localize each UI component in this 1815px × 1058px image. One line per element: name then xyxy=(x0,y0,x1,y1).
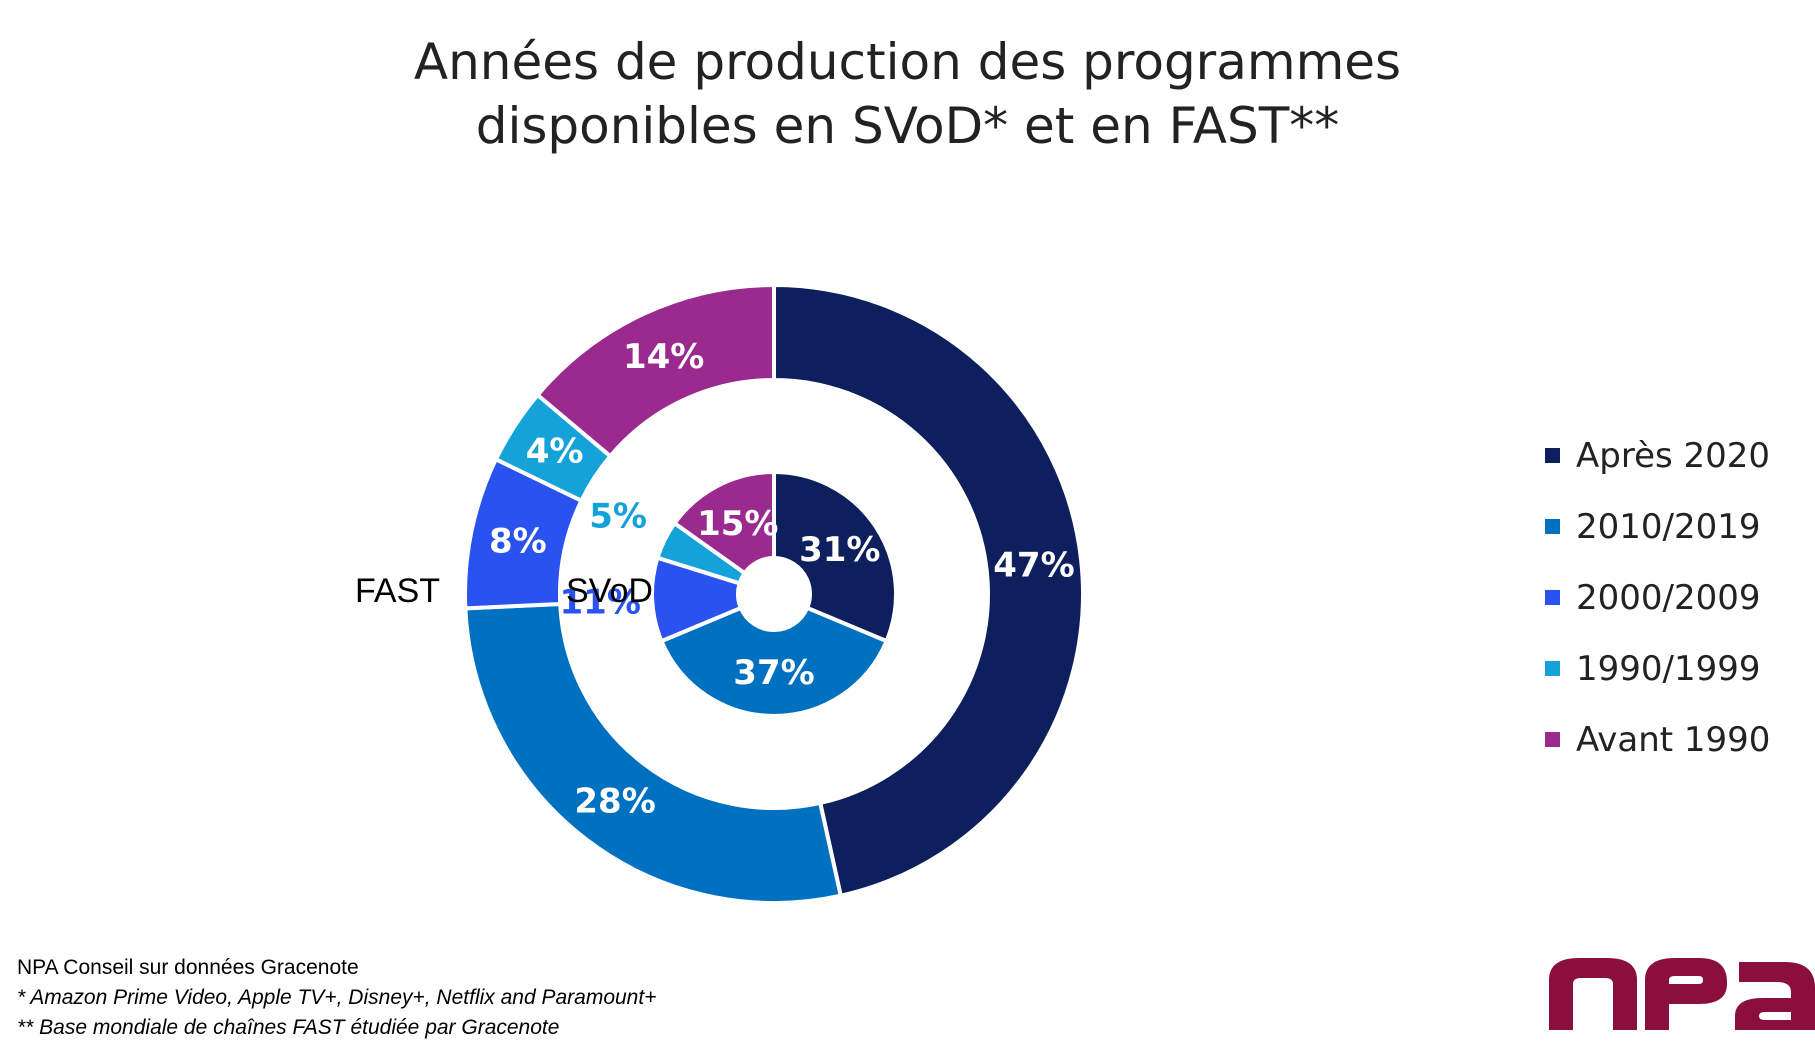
svod-ring-label: SVoD xyxy=(566,572,653,610)
svod-data-label-4: 15% xyxy=(697,504,778,544)
fast-data-label-2: 8% xyxy=(489,521,547,561)
legend-item-apres-2020: Après 2020 xyxy=(1545,420,1770,491)
legend-swatch xyxy=(1545,519,1560,534)
legend-label: Avant 1990 xyxy=(1576,719,1771,760)
legend-swatch xyxy=(1545,448,1560,463)
svod-data-label-2: 11% xyxy=(560,582,641,622)
fast-data-label-3: 4% xyxy=(526,432,584,472)
legend-swatch xyxy=(1545,590,1560,605)
legend-item-2010-2019: 2010/2019 xyxy=(1545,491,1770,562)
chart-title-line-2: disponibles en SVoD* et en FAST** xyxy=(475,97,1340,155)
fast-slice-4 xyxy=(534,282,776,459)
npa-logo-mark xyxy=(1549,958,1815,1030)
svod-slice-0 xyxy=(772,469,898,644)
footnote-svod: * Amazon Prime Video, Apple TV+, Disney+… xyxy=(17,986,657,1009)
chart-footer: NPA Conseil sur données Gracenote * Amaz… xyxy=(17,953,656,1043)
source-note: NPA Conseil sur données Gracenote xyxy=(17,956,359,979)
fast-slice-0 xyxy=(772,282,1085,899)
legend-label: 1990/1999 xyxy=(1576,648,1761,689)
legend-swatch xyxy=(1545,661,1560,676)
npa-logo xyxy=(1549,958,1815,1035)
svod-data-label-0: 31% xyxy=(799,530,880,570)
chart-legend: Après 2020 2010/2019 2000/2009 1990/1999… xyxy=(1545,420,1770,775)
fast-data-label-1: 28% xyxy=(574,782,655,822)
legend-label: Après 2020 xyxy=(1576,435,1771,476)
chart-title: Années de production des programmes disp… xyxy=(0,30,1815,158)
fast-slice-1 xyxy=(463,601,844,905)
fast-ring-label: FAST xyxy=(355,572,441,610)
svod-slice-4 xyxy=(671,469,776,576)
fast-data-label-0: 47% xyxy=(993,546,1074,586)
footnote-fast: ** Base mondiale de chaînes FAST étudiée… xyxy=(17,1016,560,1039)
chart-title-line-1: Années de production des programmes xyxy=(413,33,1402,91)
legend-item-avant-1990: Avant 1990 xyxy=(1545,704,1770,775)
legend-swatch xyxy=(1545,732,1560,747)
legend-item-2000-2009: 2000/2009 xyxy=(1545,562,1770,633)
fast-data-label-4: 14% xyxy=(623,337,704,377)
legend-label: 2000/2009 xyxy=(1576,577,1761,618)
svod-data-label-1: 37% xyxy=(733,653,814,693)
legend-item-1990-1999: 1990/1999 xyxy=(1545,633,1770,704)
legend-label: 2010/2019 xyxy=(1576,506,1761,547)
svod-data-label-3: 5% xyxy=(589,497,647,537)
svod-slice-1 xyxy=(658,605,890,718)
